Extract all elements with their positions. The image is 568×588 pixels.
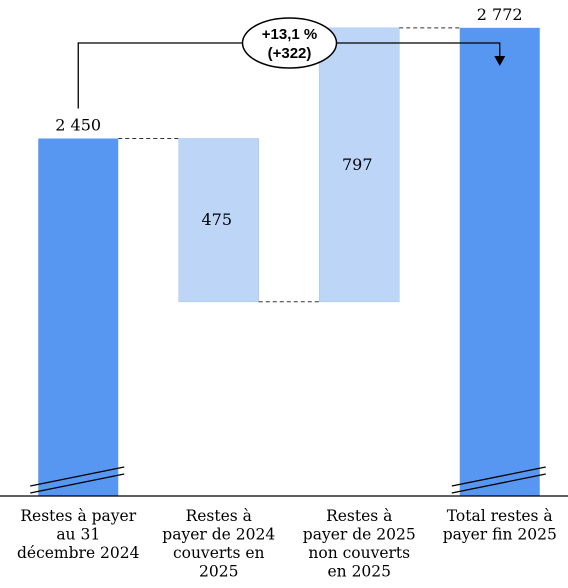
category-label: Total restes à: [447, 507, 553, 525]
category-label: en 2025: [327, 563, 391, 581]
category-label: couverts en: [173, 544, 265, 562]
variation-label: (+322): [268, 45, 312, 62]
value-label-2: 475: [201, 210, 232, 229]
category-label: 2025: [199, 563, 238, 581]
bar-1: [38, 138, 119, 496]
category-label: non couverts: [308, 544, 410, 562]
variation-label: +13,1 %: [262, 26, 317, 43]
value-label-3: 797: [342, 155, 373, 174]
variation-bubble: [241, 17, 338, 69]
category-label: Restes à payer: [20, 507, 136, 525]
category-label: payer fin 2025: [443, 526, 557, 544]
value-label-4: 2 772: [477, 5, 523, 24]
category-label: payer de 2025: [303, 526, 416, 544]
axis-break-mark: [451, 473, 546, 494]
category-label: Restes à: [186, 507, 252, 525]
bar-3: [318, 27, 400, 303]
axis-break-mark: [30, 473, 125, 494]
category-label: Restes à: [326, 507, 392, 525]
bar-2: [178, 138, 260, 303]
value-label-1: 2 450: [55, 116, 101, 135]
variation-bracket-right: [336, 42, 501, 57]
category-label: décembre 2024: [17, 544, 140, 562]
variation-arrowhead: [494, 56, 506, 66]
axis-break-mark: [451, 466, 546, 487]
variation-bracket-left: [77, 42, 243, 109]
axis-break-mark: [30, 466, 125, 487]
category-label: au 31: [56, 526, 100, 544]
category-label: payer de 2024: [162, 526, 275, 544]
bar-4: [459, 27, 540, 496]
